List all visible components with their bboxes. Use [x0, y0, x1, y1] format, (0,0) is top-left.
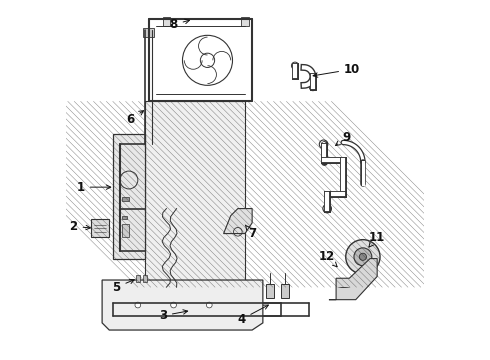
- Circle shape: [346, 240, 380, 274]
- Text: 10: 10: [313, 63, 360, 77]
- Text: 7: 7: [245, 225, 256, 240]
- Bar: [136, 275, 140, 282]
- Text: 3: 3: [159, 309, 188, 322]
- Polygon shape: [329, 258, 377, 300]
- Text: 12: 12: [319, 250, 337, 267]
- FancyBboxPatch shape: [113, 134, 145, 258]
- Bar: [281, 284, 289, 298]
- FancyBboxPatch shape: [122, 224, 129, 237]
- Circle shape: [206, 302, 212, 308]
- FancyBboxPatch shape: [92, 219, 109, 237]
- Polygon shape: [223, 208, 252, 234]
- Text: 6: 6: [126, 111, 144, 126]
- Bar: [163, 18, 170, 26]
- Bar: [122, 197, 129, 202]
- Polygon shape: [102, 280, 263, 330]
- Text: 9: 9: [336, 131, 351, 145]
- Text: 2: 2: [70, 220, 90, 233]
- Text: 11: 11: [369, 231, 385, 247]
- Text: 1: 1: [76, 181, 111, 194]
- Bar: [242, 18, 248, 26]
- Text: 4: 4: [237, 305, 269, 326]
- Circle shape: [135, 302, 141, 308]
- Bar: [122, 216, 127, 219]
- Bar: [143, 275, 147, 282]
- Circle shape: [171, 302, 176, 308]
- Text: 8: 8: [170, 18, 190, 31]
- Circle shape: [354, 248, 372, 266]
- Bar: [143, 28, 154, 37]
- Text: 5: 5: [112, 279, 134, 294]
- Bar: [267, 284, 274, 298]
- Circle shape: [359, 253, 367, 260]
- Bar: [145, 102, 245, 287]
